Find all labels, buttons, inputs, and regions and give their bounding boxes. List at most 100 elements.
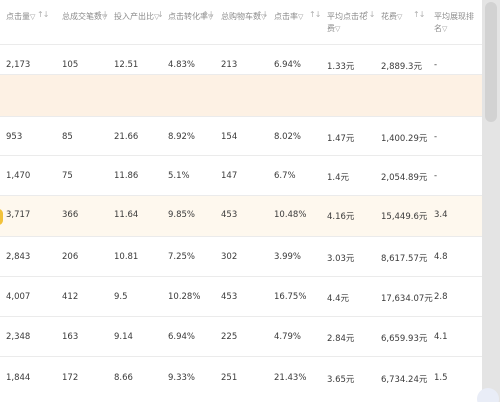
column-header[interactable]: 平均展现排名▽ [434,11,482,35]
column-header-label: 总购物车数 [221,12,261,21]
table-cell: 225 [221,332,238,342]
sort-icon[interactable]: ↑↓ [309,10,321,19]
table-cell: 3,717 [6,210,31,220]
table-cell: 1.33元 [327,62,355,72]
column-header[interactable]: 投入产出比▽ [114,11,162,23]
column-header[interactable]: 花费▽ [381,11,402,23]
table-row[interactable]: 4,007 412 9.5 10.28% 453 16.75% 4.4元 17,634.07元… [0,276,482,317]
column-header[interactable]: 总成交笔数▽ [62,11,110,23]
table-cell: 2,843 [6,252,31,262]
table-cell: 9.33% [168,373,196,383]
table-cell: 251 [221,373,238,383]
filter-icon[interactable]: ▽ [335,25,341,33]
table-cell: 213 [221,60,238,70]
table-cell: 8.66 [114,373,133,383]
column-header[interactable]: 点击转化率▽ [168,11,216,23]
sort-icon[interactable]: ↑↓ [37,10,49,19]
table-cell: 9.14 [114,332,133,342]
sort-icon[interactable]: ↓ [157,10,164,19]
table-cell: - [434,132,438,142]
table-cell: - [434,60,438,70]
sort-icon[interactable]: ↑↓ [202,10,214,19]
table-cell: 8.92% [168,132,196,142]
table-cell: 10.81 [114,252,139,262]
column-header-label: 花费 [381,12,397,21]
table-cell: 6.94% [274,60,302,70]
table-cell: 16.75% [274,292,307,302]
table-row[interactable]: 2,843 206 10.81 7.25% 302 3.99% 3.03元 8,617.57元… [0,236,482,277]
filter-icon[interactable]: ▽ [154,13,160,21]
filter-icon[interactable]: ▽ [442,25,448,33]
table-cell: 2,889.3元 [381,62,422,72]
sort-icon[interactable]: ↑↓ [413,10,425,19]
table-cell: 4.1 [434,332,448,342]
column-header[interactable]: 平均点击花费▽ [327,11,375,35]
column-header[interactable]: 总购物车数▽ [221,11,269,23]
filter-icon[interactable]: ▽ [261,13,267,21]
filter-icon[interactable]: ▽ [102,13,108,21]
table-cell: 6.94% [168,332,196,342]
table-cell: 953 [6,132,23,142]
table-cell: 9.5 [114,292,128,302]
scrollbar-thumb[interactable] [485,2,497,122]
table-cell: 2,348 [6,332,31,342]
table-cell: 11.64 [114,210,139,220]
table-cell: 3.99% [274,252,302,262]
column-header[interactable]: 点击量▽ [6,11,35,23]
table-cell: 1,844 [6,373,31,383]
table-cell: 366 [62,210,79,220]
table-cell: 11.86 [114,171,139,181]
table-row[interactable]: 2,348 163 9.14 6.94% 225 4.79% 2.84元 6,659.93元 4… [0,316,482,357]
table-cell: 6.7% [274,171,296,181]
table-row[interactable]: 953 85 21.66 8.92% 154 8.02% 1.47元 1,400.29元 - [0,116,482,156]
table-cell: 4.16元 [327,212,355,222]
sort-icon[interactable]: ↑↓ [96,10,108,19]
filter-icon[interactable]: ▽ [298,13,304,21]
table-cell: 8.02% [274,132,302,142]
table-cell: 154 [221,132,238,142]
table-cell: 4,007 [6,292,31,302]
table-cell: 1,400.29元 [381,134,428,144]
table-cell: 3.65元 [327,375,355,385]
table-cell: 85 [62,132,73,142]
table-row[interactable]: 1,470 75 11.86 5.1% 147 6.7% 1.4元 2,054.89元 - [0,155,482,196]
table-cell: 6,734.24元 [381,375,428,385]
column-header[interactable]: 点击率▽ [274,11,303,23]
table-cell: 172 [62,373,79,383]
table-cell: 17,634.07元 [381,294,433,304]
table-header-row: 点击量▽ ↑↓ 总成交笔数▽ ↑↓ 投入产出比▽ ↓ 点击转化率▽ ↑↓ 总购物车数▽ ↑↓ 点击率… [0,0,482,44]
column-header-label: 点击率 [274,12,298,21]
table-cell: 4.8 [434,252,448,262]
table-cell: 8,617.57元 [381,254,428,264]
table-cell: 4.79% [274,332,302,342]
table-cell: 3.03元 [327,254,355,264]
table-cell: 9.85% [168,210,196,220]
table-cell: 2.8 [434,292,448,302]
table-cell: 412 [62,292,79,302]
column-header-label: 平均展现排名 [434,12,474,33]
table-cell: 453 [221,210,238,220]
floating-action-button[interactable] [477,388,499,402]
column-header-label: 总成交笔数 [62,12,102,21]
table-cell: 453 [221,292,238,302]
table-cell: 3.4 [434,210,448,220]
table-cell: 15,449.6元 [381,212,428,222]
column-header-label: 点击转化率 [168,12,208,21]
sort-icon[interactable]: ↑↓ [363,10,375,19]
table-cell: 10.28% [168,292,201,302]
table-cell: 1.5 [434,373,448,383]
table-cell: 2.84元 [327,334,355,344]
table-row[interactable]: 3,717 366 11.64 9.85% 453 10.48% 4.16元 15,449.6… [0,195,482,237]
table-row[interactable]: 1,844 172 8.66 9.33% 251 21.43% 3.65元 6,734.24元… [0,356,482,402]
table-row[interactable]: 2,173 105 12.51 4.83% 213 6.94% 1.33元 2,889.3元 - [0,44,482,75]
table-cell: 147 [221,171,238,181]
filter-icon[interactable]: ▽ [397,13,403,21]
table-cell: 21.43% [274,373,307,383]
group-row[interactable] [0,74,482,117]
sort-icon[interactable]: ↑↓ [256,10,268,19]
filter-icon[interactable]: ▽ [208,13,214,21]
filter-icon[interactable]: ▽ [30,13,36,21]
table-cell: 2,054.89元 [381,173,428,183]
column-header-label: 投入产出比 [114,12,154,21]
table-cell: 6,659.93元 [381,334,428,344]
